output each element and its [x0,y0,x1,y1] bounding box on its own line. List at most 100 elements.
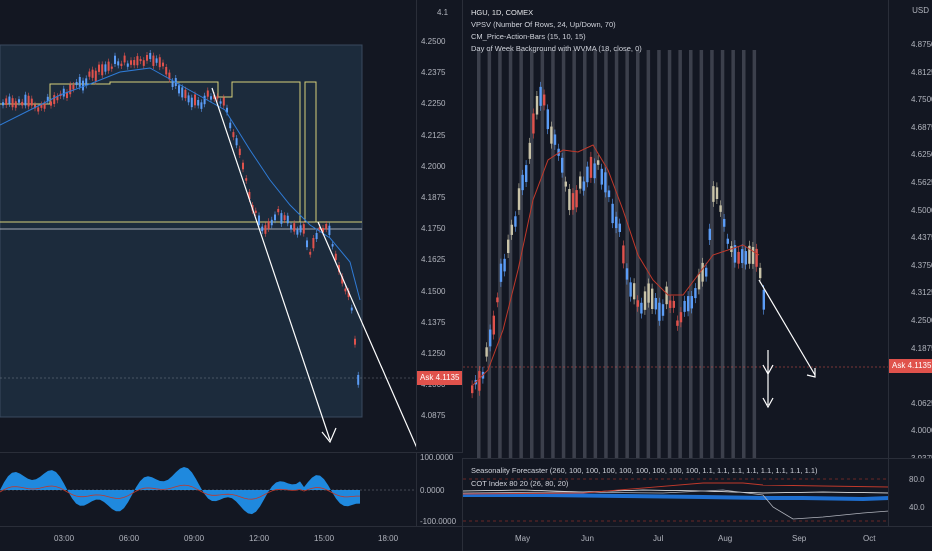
ask-price-badge: Ask 4.1135 [417,371,463,385]
time-tick: Jul [653,534,664,543]
candle-body [582,181,585,191]
price-axis-tick: 4.2500 [421,37,446,46]
right-price-plot[interactable] [463,0,889,458]
day-of-week-stripe [646,50,651,458]
candle-body [299,225,302,233]
forecast-line [463,482,889,495]
candle-body [206,90,209,97]
osc-axis-zero: 0.0000 [420,486,445,495]
candle-body [665,286,668,305]
day-of-week-stripe [604,50,608,458]
candle-body [248,192,251,200]
seasonality-legend[interactable]: Seasonality Forecaster (260, 100, 100, 1… [471,466,818,475]
cot-index-legend[interactable]: COT Index 80 20 (26, 80, 20) [471,479,569,488]
candle-body [168,72,171,80]
candle-body [615,216,618,229]
candle-body [312,237,315,249]
candle-body [647,283,650,303]
left-oscillator-pane[interactable] [0,452,416,527]
right-price-axis[interactable]: USD 4.8750 4.8125 4.7500 4.6875 4.6250 4.5625… [888,0,932,458]
candle-body [306,240,308,248]
price-axis-tick: 4.2000 [421,161,446,171]
candle-body [471,385,474,394]
left-price-axis[interactable]: 4.1 4.2500 4.2375 4.2250 4.2125 4.2000 4.1875… [416,0,463,450]
day-of-week-stripe [625,50,629,458]
candle-body [5,98,8,105]
seasonality-cot-plot[interactable] [463,459,889,527]
candle-body [701,262,704,282]
right-daily-chart[interactable]: HGU, 1D, COMEX VPSV (Number Of Rows, 24,… [462,0,889,458]
candle-body [94,70,97,82]
right-oscillator-pane[interactable]: Seasonality Forecaster (260, 100, 100, 1… [462,458,889,527]
indicator-legend-day-of-week[interactable]: Day of Week Background with WVMA (18, cl… [471,44,642,53]
price-axis-tick: 4.7500 [911,95,932,105]
time-tick: Oct [863,534,876,543]
candle-body [126,63,129,67]
candle-body [661,304,665,316]
candle-body [499,263,503,282]
candle-body [633,283,636,300]
candle-body [762,289,765,310]
day-of-week-stripe [508,50,513,458]
oscillator-plot[interactable] [0,453,416,527]
price-axis-tick: 4.6875 [911,122,932,132]
candle-body [8,96,11,104]
candle-body [203,95,206,105]
drop-arrowhead [762,397,774,409]
left-intraday-chart[interactable] [0,0,416,450]
candle-body [293,223,296,232]
day-of-week-stripe [477,50,481,458]
candle-body [528,142,531,159]
price-axis-tick: 4.0875 [421,411,446,421]
day-of-week-stripe [530,50,534,458]
oscillator-axis[interactable]: 100.0000 0.0000 -100.0000 [416,452,463,527]
candle-body [2,102,4,106]
day-of-week-stripe [699,50,704,458]
indicator-legend-vpsv[interactable]: VPSV (Number Of Rows, 24, Up/Down, 70) [471,20,616,29]
right-oscillator-axis[interactable]: 80.0 40.0 [888,458,932,527]
candle-body [654,297,657,310]
candle-body [274,214,276,221]
candle-body [328,225,331,236]
price-axis-tick: 4.1500 [421,286,446,296]
day-of-week-stripe [657,50,661,458]
candle-body [229,122,232,129]
candle-body [82,80,84,91]
candle-body [226,107,228,113]
candle-body [149,52,152,60]
drop-arrowhead [762,364,774,376]
left-time-axis[interactable]: 03:00 06:00 09:00 12:00 15:00 18:00 [0,526,462,551]
candle-body [238,148,241,156]
candle-body [101,64,104,76]
candle-body [597,160,600,165]
candle-body [277,208,280,213]
price-axis-tick: 4.2125 [421,130,446,140]
candle-body [669,300,672,309]
candle-body [190,97,193,108]
candle-body [24,94,27,106]
day-of-week-stripe [689,50,693,458]
candle-body [550,126,553,144]
candle-body [568,188,571,211]
day-of-week-stripe [667,50,672,458]
candle-body [748,245,751,264]
price-axis-top-label: 4.1 [437,8,449,17]
right-time-axis[interactable]: May Jun Jul Aug Sep Oct [462,526,932,551]
day-of-week-stripe [731,50,735,458]
left-price-plot[interactable] [0,0,416,450]
candle-body [104,64,107,72]
candle-body [755,248,758,267]
candle-body [640,302,643,314]
candle-body [261,226,264,232]
candle-body [280,213,283,224]
indicator-legend-price-action[interactable]: CM_Price-Action-Bars (15, 10, 15) [471,32,586,41]
candle-body [40,104,43,108]
symbol-legend[interactable]: HGU, 1D, COMEX [471,8,534,17]
ask-value: 4.1135 [907,361,932,370]
signal-line [0,484,360,500]
time-tick: 18:00 [378,534,399,543]
time-tick: Jun [581,534,594,543]
ask-value: 4.1135 [435,373,460,382]
time-tick: 15:00 [314,534,335,543]
candle-body [611,203,614,224]
